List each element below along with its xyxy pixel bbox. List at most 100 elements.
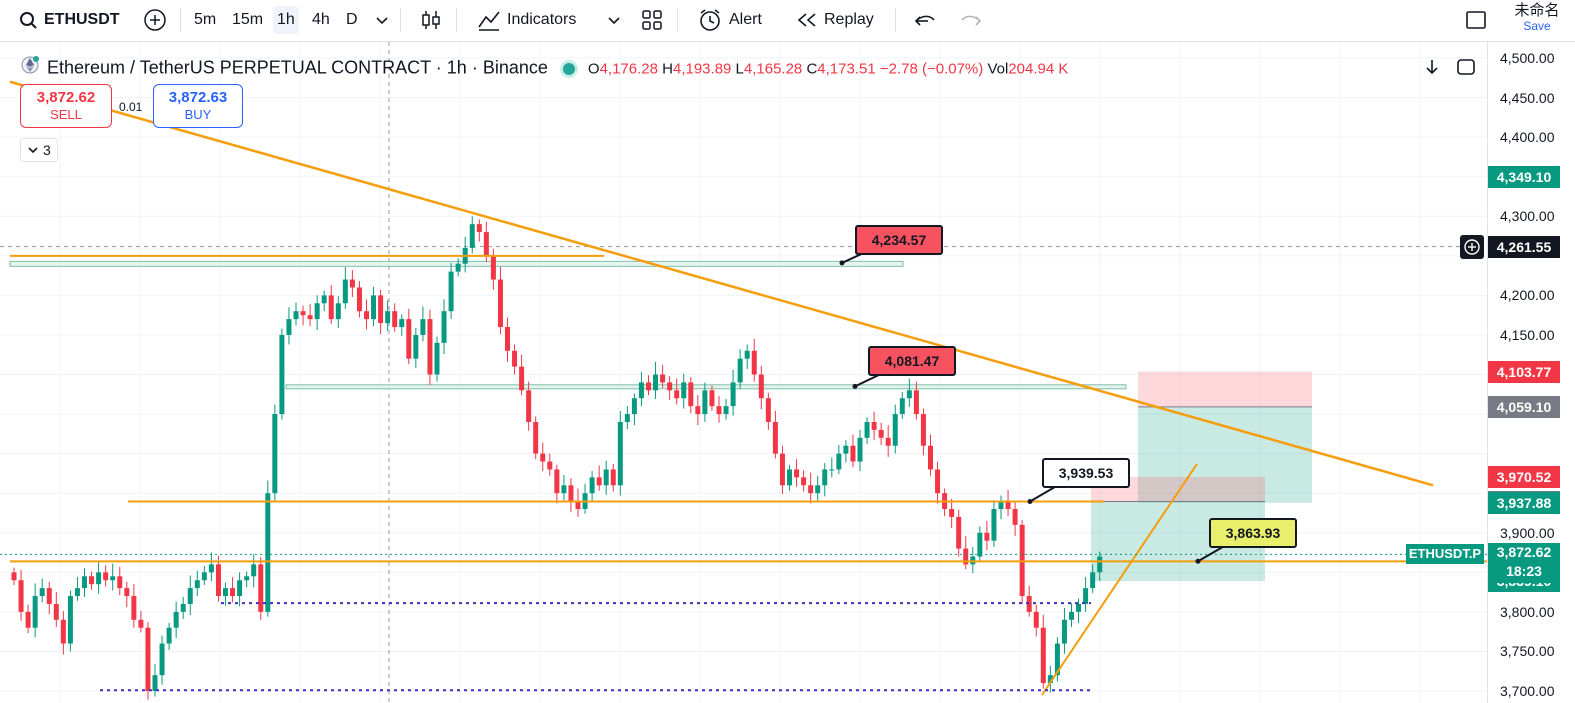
indicators-button[interactable]: Indicators bbox=[507, 11, 577, 28]
save-layout-button[interactable]: 未命名 Save bbox=[1507, 2, 1567, 32]
add-alert-icon[interactable] bbox=[1460, 234, 1484, 259]
candle-body bbox=[18, 580, 24, 612]
collapse-indicators-button[interactable]: 3 bbox=[20, 138, 58, 162]
replay-icon[interactable] bbox=[790, 6, 824, 34]
candle-body bbox=[885, 437, 891, 446]
candle-body bbox=[208, 564, 214, 573]
callout-anchor bbox=[852, 383, 858, 389]
symbol-search-button[interactable]: ETHUSDT bbox=[44, 11, 120, 28]
price-axis-label[interactable]: 4,059.10 bbox=[1488, 395, 1560, 418]
candle-body bbox=[230, 588, 236, 597]
auto-scale-icon[interactable] bbox=[1454, 54, 1478, 80]
sell-label: SELL bbox=[50, 107, 82, 122]
candle-body bbox=[124, 588, 130, 597]
candle-body bbox=[646, 382, 651, 391]
search-icon[interactable] bbox=[14, 6, 44, 34]
candle-body bbox=[32, 596, 38, 628]
volume-key: Vol bbox=[987, 60, 1009, 78]
candle-body bbox=[96, 572, 102, 585]
candle-body bbox=[667, 382, 673, 391]
price-axis-label[interactable]: 3,937.88 bbox=[1488, 491, 1560, 514]
candle-body bbox=[815, 485, 821, 494]
candle-body bbox=[772, 421, 778, 454]
candle-body bbox=[1069, 611, 1074, 620]
candle-body bbox=[187, 588, 193, 604]
layout-title: 未命名 bbox=[1514, 2, 1560, 19]
candle-body bbox=[300, 311, 306, 316]
price-axis-label[interactable]: 3,970.52 bbox=[1488, 465, 1560, 488]
timeframe-15m[interactable]: 15m bbox=[232, 11, 264, 28]
scroll-down-icon[interactable] bbox=[1420, 54, 1444, 80]
symbol-description[interactable]: Ethereum / TetherUS PERPETUAL CONTRACT ·… bbox=[47, 57, 548, 78]
candle-body bbox=[899, 398, 905, 415]
last-price-label[interactable]: 3,872.62 18:23 bbox=[1488, 543, 1560, 584]
candle-body bbox=[364, 311, 369, 320]
candle-body bbox=[371, 295, 377, 320]
candle-body bbox=[1054, 643, 1060, 676]
chevron-down-icon[interactable] bbox=[368, 6, 396, 34]
candle-body bbox=[321, 295, 327, 304]
alarm-clock-icon[interactable] bbox=[692, 6, 728, 34]
close-key: C bbox=[806, 60, 818, 78]
buy-price: 3,872.63 bbox=[168, 89, 228, 106]
undo-icon[interactable] bbox=[908, 6, 942, 34]
candle-body bbox=[251, 564, 257, 577]
price-axis-label[interactable]: 4,261.55 bbox=[1488, 235, 1560, 258]
change-value: −2.78 (−0.07%) bbox=[879, 60, 984, 78]
price-axis-label[interactable]: 4,349.10 bbox=[1488, 166, 1560, 189]
candle-body bbox=[857, 437, 863, 462]
price-chart[interactable] bbox=[0, 42, 1487, 703]
last-price: 3,872.62 bbox=[1496, 544, 1552, 561]
candle-body bbox=[483, 232, 489, 256]
price-callout-3863[interactable]: 3,863.93 bbox=[1209, 518, 1297, 548]
alert-button[interactable]: Alert bbox=[729, 11, 762, 28]
candle-body bbox=[378, 295, 384, 324]
candle-body bbox=[765, 398, 771, 422]
candles-icon[interactable] bbox=[414, 6, 448, 34]
candle-body bbox=[265, 493, 271, 612]
sell-button[interactable]: 3,872.62 SELL bbox=[20, 84, 112, 128]
candle-body bbox=[928, 445, 933, 470]
candle-body bbox=[695, 406, 701, 415]
candle-body bbox=[201, 572, 207, 581]
timeframe-D[interactable]: D bbox=[346, 11, 358, 28]
candle-body bbox=[272, 414, 278, 494]
price-axis-label[interactable]: 4,103.77 bbox=[1488, 360, 1560, 383]
candle-body bbox=[103, 572, 109, 581]
candle-body bbox=[836, 453, 842, 470]
timeframe-1h[interactable]: 1h bbox=[273, 6, 299, 34]
add-symbol-icon[interactable] bbox=[138, 6, 172, 34]
layout-grid-icon[interactable] bbox=[636, 6, 668, 34]
candle-body bbox=[533, 421, 539, 454]
candle-body bbox=[716, 406, 722, 415]
timeframe-4h[interactable]: 4h bbox=[312, 11, 330, 28]
price-callout-3939[interactable]: 3,939.53 bbox=[1042, 458, 1130, 488]
chevron-down-icon[interactable] bbox=[600, 6, 628, 34]
candle-body bbox=[1012, 509, 1018, 525]
save-label: Save bbox=[1523, 19, 1551, 33]
price-tick: 3,800.00 bbox=[1500, 603, 1555, 620]
candle-body bbox=[11, 572, 17, 581]
price-tick: 4,300.00 bbox=[1500, 208, 1555, 225]
candle-body bbox=[519, 366, 525, 391]
candle-body bbox=[540, 453, 546, 462]
price-callout-4234[interactable]: 4,234.57 bbox=[855, 225, 943, 255]
market-status-icon bbox=[562, 62, 575, 75]
candle-body bbox=[448, 271, 454, 312]
candle-body bbox=[413, 334, 419, 359]
redo-icon[interactable] bbox=[954, 6, 988, 34]
buy-button[interactable]: 3,872.63 BUY bbox=[153, 84, 243, 128]
candle-body bbox=[526, 390, 532, 422]
candle-body bbox=[850, 445, 856, 462]
candle-body bbox=[279, 334, 285, 415]
fullscreen-icon[interactable] bbox=[1458, 6, 1494, 34]
replay-button[interactable]: Replay bbox=[824, 11, 874, 28]
indicators-icon[interactable] bbox=[472, 6, 506, 34]
range-rectangle bbox=[285, 384, 1127, 390]
price-callout-4081[interactable]: 4,081.47 bbox=[868, 346, 956, 376]
timeframe-5m[interactable]: 5m bbox=[194, 11, 217, 28]
candle-body bbox=[660, 374, 666, 383]
price-tick: 4,150.00 bbox=[1500, 326, 1555, 343]
candle-body bbox=[117, 576, 123, 589]
candle-body bbox=[1033, 611, 1039, 628]
